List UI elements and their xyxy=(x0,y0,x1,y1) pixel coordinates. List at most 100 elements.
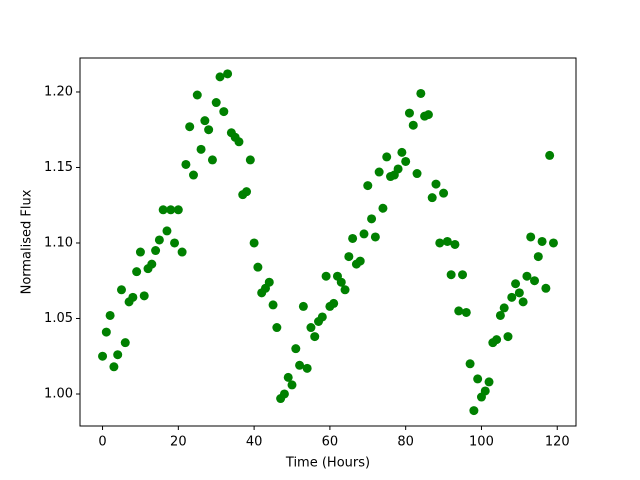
point xyxy=(264,277,274,287)
point xyxy=(359,229,369,239)
point xyxy=(109,362,119,372)
plot-frame xyxy=(79,57,577,427)
point xyxy=(503,332,513,342)
point xyxy=(223,69,233,79)
point xyxy=(518,297,528,307)
point xyxy=(158,205,168,215)
point xyxy=(306,323,316,333)
point xyxy=(423,110,433,120)
point xyxy=(541,283,551,293)
point xyxy=(499,303,509,313)
point xyxy=(139,291,149,301)
point xyxy=(291,344,301,354)
point xyxy=(480,386,490,396)
point xyxy=(533,252,543,262)
point xyxy=(548,238,558,248)
point xyxy=(219,107,229,117)
x-tick-label: 40 xyxy=(246,435,263,450)
point xyxy=(404,108,414,118)
point xyxy=(329,298,339,308)
point xyxy=(427,193,437,203)
point xyxy=(177,247,187,257)
point xyxy=(393,164,403,174)
point xyxy=(98,351,108,361)
x-axis-label: Time (Hours) xyxy=(285,456,370,471)
point xyxy=(469,406,479,416)
point xyxy=(132,267,142,277)
point xyxy=(340,285,350,295)
point xyxy=(355,256,365,266)
point xyxy=(283,372,293,382)
point xyxy=(245,155,255,165)
y-tick-label: 1.20 xyxy=(44,84,73,99)
point xyxy=(253,262,263,272)
point xyxy=(382,152,392,162)
x-tick-label: 0 xyxy=(98,435,106,450)
point xyxy=(234,137,244,147)
point xyxy=(204,125,214,135)
y-axis-label: Normalised Flux xyxy=(20,189,35,294)
point xyxy=(431,179,441,189)
point xyxy=(317,312,327,322)
point xyxy=(378,203,388,213)
point xyxy=(363,181,373,191)
x-tick-label: 100 xyxy=(469,435,494,450)
point xyxy=(173,205,183,215)
point xyxy=(465,359,475,369)
point xyxy=(116,285,126,295)
point xyxy=(397,147,407,157)
point xyxy=(105,310,115,320)
point xyxy=(401,156,411,166)
point xyxy=(344,252,354,262)
point xyxy=(370,232,380,242)
y-tick-label: 1.00 xyxy=(44,386,73,401)
point xyxy=(348,233,358,243)
point xyxy=(507,292,517,302)
point xyxy=(492,335,502,345)
point xyxy=(192,90,202,100)
point xyxy=(287,380,297,390)
point xyxy=(514,288,524,298)
point xyxy=(242,187,252,197)
point xyxy=(408,120,418,130)
x-tick-label: 120 xyxy=(545,435,570,450)
point xyxy=(101,327,111,337)
point xyxy=(302,363,312,373)
point xyxy=(295,360,305,370)
point xyxy=(147,259,157,269)
point xyxy=(298,301,308,311)
point xyxy=(166,205,176,215)
point xyxy=(458,270,468,280)
point xyxy=(450,239,460,249)
y-tick-label: 1.05 xyxy=(44,311,73,326)
point xyxy=(321,271,331,281)
point xyxy=(526,232,536,242)
point xyxy=(435,238,445,248)
point xyxy=(310,332,320,342)
point xyxy=(162,226,172,236)
point xyxy=(185,122,195,132)
point xyxy=(484,377,494,387)
point xyxy=(113,350,123,360)
point xyxy=(495,310,505,320)
point xyxy=(181,159,191,169)
point xyxy=(272,323,282,333)
point xyxy=(196,144,206,154)
point xyxy=(412,169,422,179)
point xyxy=(454,306,464,316)
x-tick-label: 20 xyxy=(170,435,187,450)
point xyxy=(135,247,145,257)
point xyxy=(249,238,259,248)
point xyxy=(215,72,225,82)
x-tick-label: 80 xyxy=(397,435,414,450)
point xyxy=(268,300,278,310)
point xyxy=(416,88,426,98)
point xyxy=(207,155,217,165)
point xyxy=(473,374,483,384)
point xyxy=(154,235,164,245)
point xyxy=(545,150,555,160)
point xyxy=(336,277,346,287)
point xyxy=(170,238,180,248)
point xyxy=(279,389,289,399)
